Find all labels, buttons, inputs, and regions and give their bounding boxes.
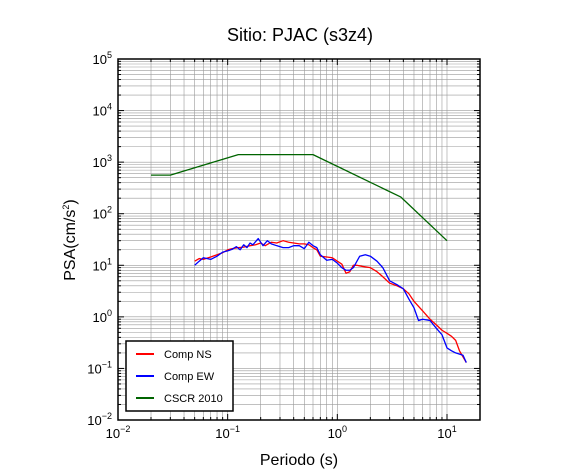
x-tick-label: 100 — [328, 424, 347, 441]
y-tick-label-exp: −1 — [102, 359, 112, 369]
series-line-2 — [151, 153, 448, 242]
y-axis-label-end: ) — [62, 199, 79, 204]
y-tick-label: 100 — [93, 308, 112, 325]
y-tick-label-base: 10 — [93, 52, 107, 67]
series-line-0 — [194, 240, 467, 363]
y-axis-label: PSA(cm/s2) — [61, 199, 79, 280]
y-tick-label-base: 10 — [93, 155, 107, 170]
y-tick-label: 105 — [93, 50, 112, 67]
y-tick-label-exp: 2 — [107, 205, 112, 215]
y-tick-label: 101 — [93, 256, 112, 273]
legend-label-ew: Comp EW — [164, 371, 215, 383]
y-tick-label: 10−2 — [87, 411, 112, 428]
x-tick-label-base: 10 — [215, 426, 229, 441]
x-tick-label: 10−2 — [106, 424, 131, 441]
x-tick-label-base: 10 — [106, 426, 120, 441]
series-line-1 — [194, 237, 467, 363]
x-tick-label-exp: −2 — [120, 424, 130, 434]
y-tick-label-base: 10 — [93, 310, 107, 325]
series-lines — [151, 153, 467, 363]
x-axis-label: Periodo (s) — [260, 452, 338, 469]
y-axis-label-base: PSA(cm/s — [62, 210, 79, 281]
x-tick-label-base: 10 — [328, 426, 342, 441]
x-tick-label: 10−1 — [215, 424, 240, 441]
y-tick-label: 103 — [93, 153, 112, 170]
legend-label-cscr: CSCR 2010 — [164, 393, 223, 405]
y-tick-label: 102 — [93, 205, 112, 222]
y-tick-label-base: 10 — [93, 104, 107, 119]
y-tick-label-base: 10 — [93, 207, 107, 222]
y-tick-label-exp: −2 — [102, 411, 112, 421]
plot-border — [117, 58, 481, 421]
x-tick-label-exp: −1 — [230, 424, 240, 434]
x-tick-label-exp: 0 — [342, 424, 347, 434]
y-tick-label-base: 10 — [87, 413, 101, 428]
legend-label-ns: Comp NS — [164, 349, 212, 361]
y-tick-label-exp: 4 — [107, 102, 112, 112]
chart-title: Sitio: PJAC (s3z4) — [227, 25, 373, 45]
y-tick-label: 10−1 — [87, 359, 112, 376]
y-axis-label-sup: 2 — [61, 205, 71, 210]
x-axis-ticks: 10−2 10−1 100 101 — [106, 59, 481, 441]
x-tick-label-exp: 1 — [452, 424, 457, 434]
legend: Comp NS Comp EW CSCR 2010 — [125, 340, 234, 412]
y-tick-label-base: 10 — [93, 258, 107, 273]
y-tick-label-exp: 3 — [107, 153, 112, 163]
y-tick-label-exp: 5 — [107, 50, 112, 60]
y-tick-label: 104 — [93, 102, 112, 119]
plot-frame — [117, 58, 481, 421]
y-tick-label-base: 10 — [87, 361, 101, 376]
grid — [117, 59, 481, 421]
y-tick-label-exp: 0 — [107, 308, 112, 318]
x-tick-label-base: 10 — [437, 426, 451, 441]
y-tick-label-exp: 1 — [107, 256, 112, 266]
x-tick-label: 101 — [437, 424, 456, 441]
